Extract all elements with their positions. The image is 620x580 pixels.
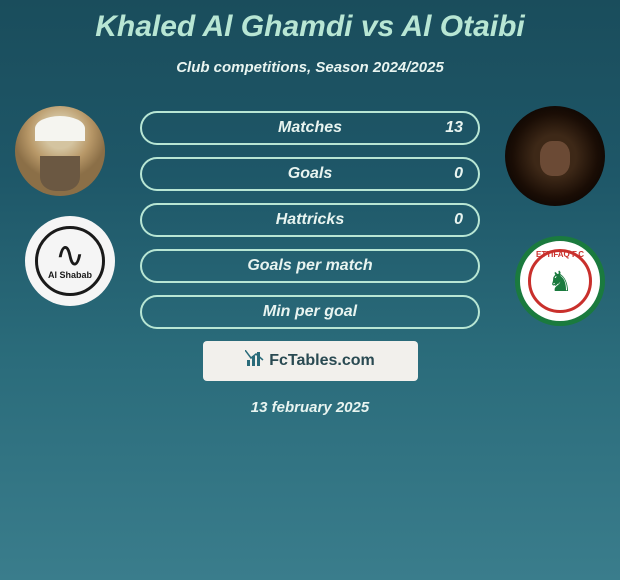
player-left-avatar (15, 106, 105, 196)
stat-label: Goals (288, 165, 332, 183)
stat-label: Min per goal (263, 303, 357, 321)
comparison-area: ∿ Al Shabab ETTIFAQ F.C ♞ Matches 13 Goa… (0, 106, 620, 416)
stat-value-right: 0 (454, 211, 463, 229)
club-left-icon: ∿ (55, 242, 85, 267)
stat-label: Goals per match (247, 257, 372, 275)
subtitle: Club competitions, Season 2024/2025 (0, 59, 620, 76)
club-right-badge-wrap: ETTIFAQ F.C ♞ (515, 236, 605, 326)
stat-row-goals: Goals 0 (140, 157, 480, 191)
stat-row-mpg: Min per goal (140, 295, 480, 329)
club-left-name: Al Shabab (48, 270, 92, 280)
club-right-arc: ETTIFAQ F.C (536, 250, 584, 259)
brand-text: FcTables.com (269, 352, 375, 370)
chart-icon (245, 350, 265, 373)
club-right-badge: ETTIFAQ F.C ♞ (515, 236, 605, 326)
brand-box: FcTables.com (203, 341, 418, 381)
stat-row-hattricks: Hattricks 0 (140, 203, 480, 237)
player-left-column (15, 106, 105, 196)
stat-row-gpm: Goals per match (140, 249, 480, 283)
page-title: Khaled Al Ghamdi vs Al Otaibi (0, 0, 620, 44)
footer-date: 13 february 2025 (0, 399, 620, 416)
player-right-column (505, 106, 605, 206)
stat-value-right: 13 (445, 119, 463, 137)
player-right-avatar (505, 106, 605, 206)
club-left-badge-wrap: ∿ Al Shabab (25, 216, 115, 306)
stat-label: Hattricks (276, 211, 344, 229)
stats-container: Matches 13 Goals 0 Hattricks 0 Goals per… (140, 106, 480, 329)
stat-label: Matches (278, 119, 342, 137)
stat-row-matches: Matches 13 (140, 111, 480, 145)
stat-value-right: 0 (454, 165, 463, 183)
club-right-icon: ♞ (547, 265, 572, 298)
club-left-badge: ∿ Al Shabab (25, 216, 115, 306)
